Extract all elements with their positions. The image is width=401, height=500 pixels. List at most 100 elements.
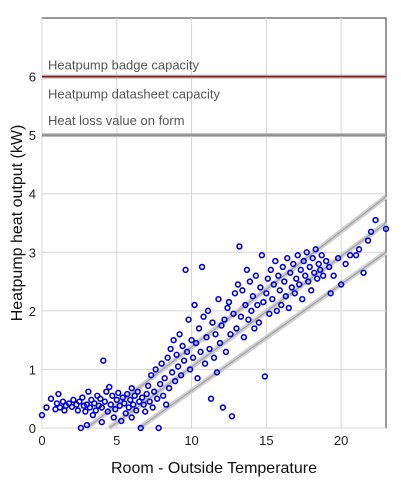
data-point-114: [219, 404, 227, 411]
y-tick-label-3: 3: [29, 245, 36, 260]
data-point-135: [251, 325, 258, 332]
data-point-108: [210, 354, 218, 361]
data-point-27: [92, 407, 100, 414]
data-point-152: [276, 287, 284, 294]
data-point-87: [179, 342, 186, 350]
data-point-146: [267, 266, 275, 274]
data-point-16: [77, 424, 85, 432]
y-tick-label-5: 5: [29, 128, 36, 143]
data-point-30: [97, 395, 104, 402]
data-point-117: [224, 304, 231, 312]
data-point-181: [319, 272, 327, 279]
data-point-54: [130, 401, 137, 408]
data-point-153: [278, 301, 285, 309]
data-point-178: [315, 260, 322, 268]
data-point-158: [285, 304, 292, 312]
data-point-131: [245, 316, 252, 323]
data-point-143: [263, 290, 270, 297]
data-point-88: [180, 357, 188, 364]
data-point-140: [258, 252, 266, 259]
data-point-127: [239, 287, 246, 294]
data-point-169: [302, 272, 309, 279]
data-point-194: [367, 228, 375, 235]
data-point-149: [272, 257, 279, 265]
data-point-53: [128, 414, 135, 421]
y-tick-labels: 0 1 2 3 4 5 6: [29, 70, 36, 436]
data-point-84: [174, 363, 182, 370]
data-point-144: [264, 275, 272, 282]
data-point-128: [240, 334, 248, 341]
data-point-145: [266, 310, 273, 317]
ref-label-0: Heatpump badge capacity: [48, 58, 200, 73]
data-point-96: [192, 339, 200, 347]
data-point-55: [131, 392, 138, 399]
data-point-86: [177, 372, 185, 379]
data-point-147: [269, 295, 276, 303]
data-point-150: [273, 307, 281, 315]
data-point-50: [125, 404, 132, 411]
x-tick-labels: 0 5 10 15 20: [38, 433, 348, 448]
data-point-177: [314, 275, 321, 282]
data-point-168: [300, 257, 307, 265]
data-point-47: [121, 400, 128, 407]
data-point-148: [270, 281, 278, 288]
x-tick-label-3: 15: [259, 433, 273, 448]
data-point-14: [74, 407, 82, 414]
data-point-160: [288, 284, 295, 291]
data-point-46: [119, 394, 126, 401]
data-point-112: [216, 339, 224, 347]
data-point-110: [213, 369, 221, 376]
data-point-83: [173, 351, 180, 358]
data-point-5: [55, 390, 62, 398]
plot-area: [41, 17, 387, 429]
data-point-22: [85, 388, 92, 395]
y-tick-label-4: 4: [29, 187, 36, 202]
data-point-32: [98, 418, 106, 426]
data-point-35: [103, 388, 110, 395]
data-point-49: [124, 390, 131, 398]
data-point-126: [237, 313, 245, 320]
data-point-119: [227, 331, 234, 338]
data-point-60: [139, 394, 146, 401]
data-point-170: [303, 249, 310, 256]
data-point-72: [156, 380, 164, 388]
data-point-182: [322, 257, 330, 265]
data-point-98: [195, 325, 203, 332]
data-point-39: [109, 392, 116, 399]
data-point-33: [100, 357, 107, 364]
data-point-111: [215, 295, 222, 303]
data-point-7: [59, 398, 67, 405]
data-point-113: [218, 322, 225, 329]
data-point-175: [311, 269, 318, 276]
data-point-190: [352, 252, 360, 259]
data-point-59: [137, 424, 144, 432]
data-point-195: [372, 216, 379, 224]
data-point-165: [296, 281, 303, 288]
data-point-65: [146, 398, 153, 405]
data-point-171: [305, 278, 312, 285]
data-point-102: [201, 360, 209, 367]
data-point-189: [346, 252, 354, 259]
x-tick-label-4: 20: [334, 433, 348, 448]
data-point-106: [207, 395, 215, 402]
data-point-109: [212, 331, 219, 338]
data-point-125: [236, 243, 243, 250]
data-point-75: [161, 375, 168, 382]
data-point-1: [43, 404, 50, 411]
data-point-15: [76, 398, 83, 405]
x-tick-label-1: 5: [113, 433, 120, 448]
y-tick-label-0: 0: [29, 421, 36, 436]
data-point-118: [225, 298, 233, 306]
data-point-92: [186, 366, 194, 373]
data-point-52: [128, 384, 135, 392]
data-point-43: [115, 389, 122, 397]
data-points: [38, 216, 390, 432]
data-point-166: [297, 266, 304, 274]
data-point-56: [133, 407, 140, 414]
data-point-156: [282, 293, 289, 300]
data-point-179: [316, 266, 324, 274]
data-point-164: [294, 252, 301, 259]
data-point-162: [291, 290, 298, 297]
data-point-136: [252, 272, 260, 279]
